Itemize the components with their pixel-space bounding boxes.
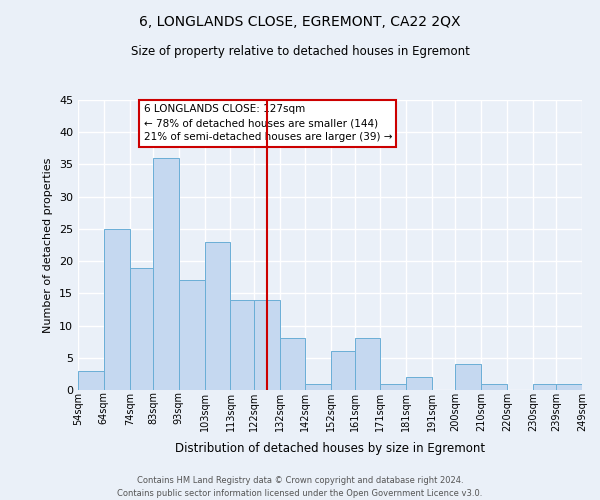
Bar [280, 338, 305, 390]
Y-axis label: Number of detached properties: Number of detached properties [43, 158, 53, 332]
Bar [130, 268, 153, 390]
Bar [205, 242, 230, 390]
Bar [355, 338, 380, 390]
Bar [556, 384, 582, 390]
Text: Contains HM Land Registry data © Crown copyright and database right 2024.
Contai: Contains HM Land Registry data © Crown c… [118, 476, 482, 498]
Text: 6, LONGLANDS CLOSE, EGREMONT, CA22 2QX: 6, LONGLANDS CLOSE, EGREMONT, CA22 2QX [139, 15, 461, 29]
Bar [179, 280, 205, 390]
Bar [331, 352, 355, 390]
X-axis label: Distribution of detached houses by size in Egremont: Distribution of detached houses by size … [175, 442, 485, 455]
Bar [254, 300, 280, 390]
Bar [78, 370, 104, 390]
Bar [533, 384, 556, 390]
Bar [380, 384, 406, 390]
Bar [153, 158, 179, 390]
Text: Size of property relative to detached houses in Egremont: Size of property relative to detached ho… [131, 45, 469, 58]
Bar [455, 364, 481, 390]
Bar [230, 300, 254, 390]
Bar [305, 384, 331, 390]
Bar [104, 229, 130, 390]
Text: 6 LONGLANDS CLOSE: 127sqm
← 78% of detached houses are smaller (144)
21% of semi: 6 LONGLANDS CLOSE: 127sqm ← 78% of detac… [143, 104, 392, 142]
Bar [481, 384, 507, 390]
Bar [406, 377, 432, 390]
